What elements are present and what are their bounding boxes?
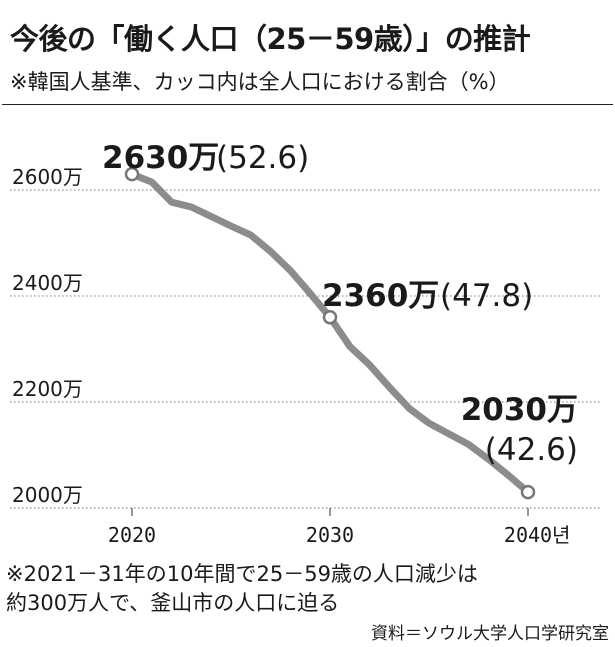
data-label-share: (52.6) — [216, 140, 309, 176]
x-axis-unit: 년 — [552, 523, 570, 547]
x-tick-label: 2040 — [504, 523, 552, 547]
footnote-line-1: ※2021－31年の10年間で25－59歳の人口減少は — [6, 562, 478, 586]
y-tick-label: 2200万 — [12, 377, 83, 401]
data-label-share: (42.6) — [485, 432, 578, 468]
footnote: ※2021－31年の10年間で25－59歳の人口減少は 約300万人で、釜山市の… — [6, 560, 478, 618]
x-tick-label: 2030 — [306, 523, 354, 547]
footnote-line-2: 約300万人で、釜山市の人口に迫る — [6, 591, 340, 615]
y-tick-label: 2400万 — [12, 271, 83, 295]
chart-title: 今後の「働く人口（25－59歳）」の推計 — [10, 22, 531, 56]
data-point-marker — [322, 309, 338, 325]
y-tick-label: 2600万 — [12, 165, 83, 189]
data-label-value: 2360万 — [322, 278, 439, 314]
data-point-marker — [124, 166, 140, 182]
data-label-value: 2630万 — [102, 140, 219, 176]
data-label-share: (47.8) — [440, 278, 533, 314]
y-tick-label: 2000万 — [12, 483, 83, 507]
data-label-value: 2030万 — [461, 392, 578, 428]
title-divider — [2, 104, 613, 105]
chart-subtitle: ※韓国人基準、カッコ内は全人口における割合（%） — [10, 70, 510, 94]
data-point-marker — [520, 484, 536, 500]
source-credit: 資料＝ソウル大学人口学研究室 — [371, 624, 609, 644]
series-line — [128, 170, 532, 496]
x-tick-label: 2020 — [108, 523, 156, 547]
